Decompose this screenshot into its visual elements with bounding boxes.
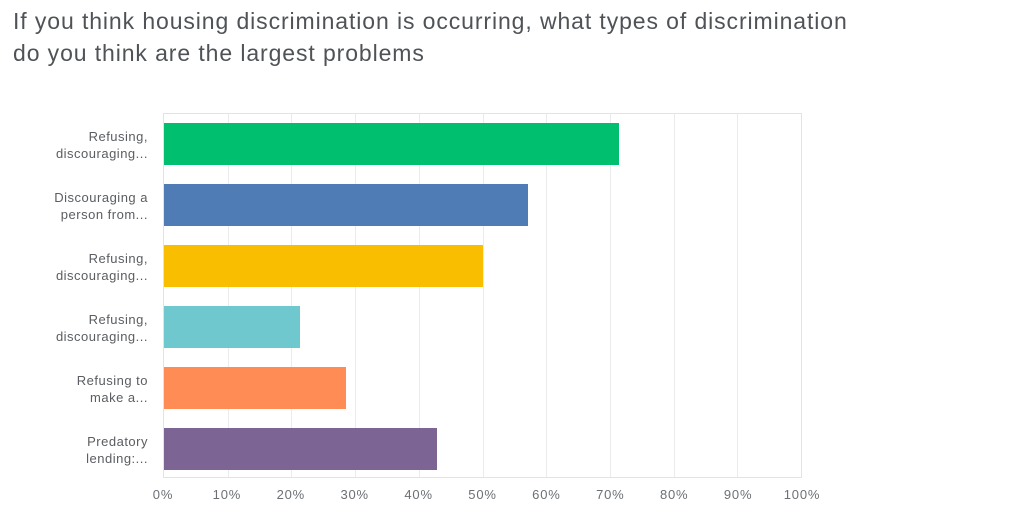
gridline — [609, 114, 611, 477]
category-label: Refusing, discouraging... — [55, 250, 148, 283]
bar[interactable] — [164, 123, 619, 165]
x-tick-label: 30% — [340, 487, 369, 502]
x-tick-label: 0% — [152, 487, 174, 502]
category-label: Refusing, discouraging... — [55, 128, 148, 161]
bar[interactable] — [164, 245, 483, 287]
x-tick-label: 90% — [723, 487, 753, 502]
category-label: Refusing to make a... — [76, 372, 148, 405]
gridline — [291, 114, 293, 477]
gridline — [737, 114, 739, 477]
chart-row: Refusing to make a... — [77, 358, 801, 419]
x-tick-label: 40% — [404, 487, 433, 502]
category-label: Discouraging a person from... — [54, 189, 148, 222]
bar[interactable] — [164, 428, 438, 470]
bar[interactable] — [164, 184, 528, 226]
x-tick-label: 20% — [276, 487, 306, 502]
chart-row: Refusing, discouraging... — [56, 236, 801, 297]
x-tick-label: 70% — [596, 487, 625, 502]
x-tick-label: 100% — [783, 487, 821, 502]
x-tick-label: 60% — [532, 487, 561, 502]
chart-row: Refusing, discouraging... — [56, 297, 801, 358]
x-tick-label: 10% — [212, 487, 242, 502]
bar[interactable] — [164, 367, 347, 409]
x-tick-label: 80% — [659, 487, 689, 502]
gridline — [355, 114, 357, 477]
gridline — [418, 114, 420, 477]
x-axis-ticks: 0% 10% 20% 30% 40% 50% 60% 70% 80% 90% 100% — [153, 487, 820, 503]
x-tick-label: 50% — [468, 487, 497, 502]
chart-row: Discouraging a person from... — [54, 175, 801, 236]
gridline — [227, 114, 229, 477]
chart-title-line-2: do you think are the largest problems — [13, 40, 425, 66]
chart-title-line-1: If you think housing discrimination is o… — [13, 8, 848, 34]
chart-row: Predatory lending:... — [86, 419, 801, 480]
chart-row: Refusing, discouraging... — [56, 114, 801, 175]
plot-area: Refusing, discouraging... Discouraging a … — [54, 113, 802, 480]
gridline — [482, 114, 484, 477]
bar[interactable] — [164, 306, 301, 348]
category-label: Refusing, discouraging... — [55, 311, 148, 344]
category-label: Predatory lending:... — [86, 433, 148, 466]
gridline — [546, 114, 548, 477]
gridline — [673, 114, 675, 477]
chart-title: If you think housing discrimination is o… — [13, 5, 848, 69]
